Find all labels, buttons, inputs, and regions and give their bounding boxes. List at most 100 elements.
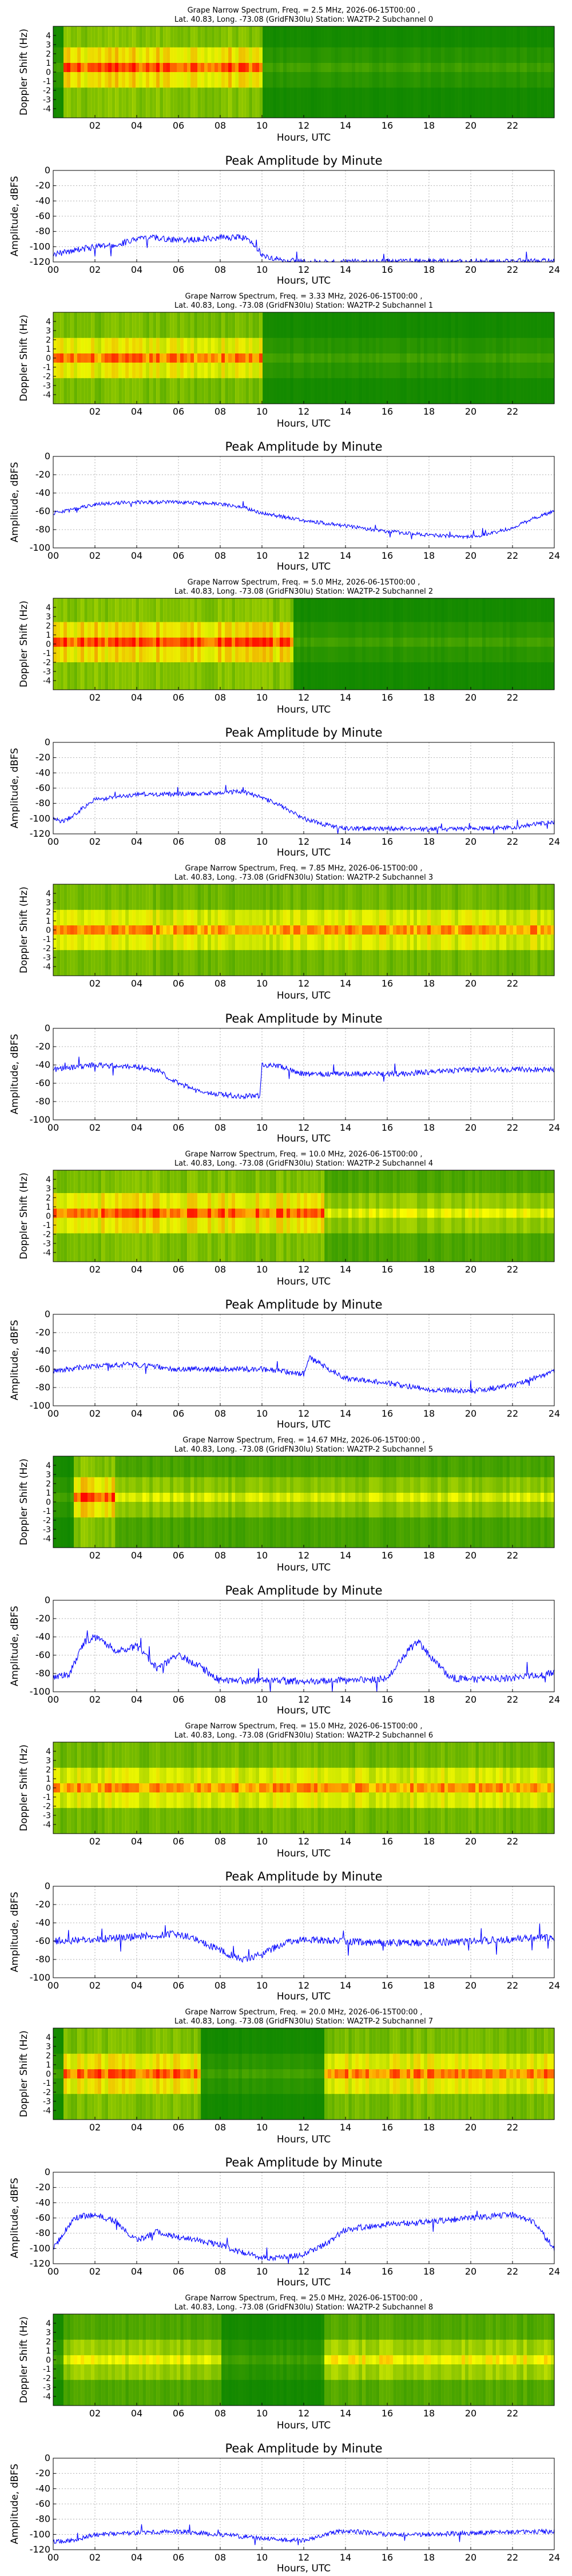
spectrogram-column-core (208, 2355, 212, 2364)
amplitude-ytick-label: -120 (30, 2258, 50, 2269)
spectrogram-column-core (403, 1209, 407, 1218)
spectrogram-column-core (170, 63, 174, 72)
spectrogram-column-core (221, 353, 225, 363)
spectrogram-column-core (132, 1493, 136, 1502)
spectrogram-column-core (410, 2069, 414, 2078)
spectrogram-column-core (510, 63, 514, 72)
spectrogram-column-core (383, 63, 387, 72)
amplitude-panel-2: Peak Amplitude by Minute0-20-40-60-80-10… (9, 726, 560, 858)
spectrogram-column-core (81, 63, 85, 72)
spectrogram-column-core (462, 925, 466, 935)
spectrogram-column-core (118, 925, 122, 935)
spectrogram-column-core (489, 1783, 493, 1792)
spectrogram-column-core (139, 1783, 143, 1792)
spectrogram-column-core (362, 1783, 366, 1792)
spectrogram-column-core (376, 637, 380, 647)
spectrogram-column-core (273, 2355, 277, 2364)
spectrogram-column-core (197, 1783, 201, 1792)
spectrogram-column-core (218, 1209, 222, 1218)
amplitude-xtick-label: 24 (549, 1980, 560, 1991)
spectrogram-column-core (462, 637, 466, 647)
spectrogram-column-core (173, 925, 177, 935)
spectrogram-column-core (249, 1783, 253, 1792)
amplitude-ytick-label: -80 (35, 1954, 50, 1965)
spectrogram-column-core (482, 63, 486, 72)
spectrogram-column-core (239, 1783, 243, 1792)
spectrogram-column-core (256, 925, 260, 935)
spectrogram-column-core (492, 1493, 496, 1502)
spectrogram-column-core (70, 637, 74, 647)
amplitude-xtick-label: 18 (423, 2552, 435, 2563)
spectrogram-column-core (57, 353, 61, 363)
spectrogram-column-core (431, 1783, 435, 1792)
spectrogram-column-core (259, 925, 263, 935)
spectrogram-column-core (77, 63, 81, 72)
spectrogram-column-core (403, 1493, 407, 1502)
spectrogram-column-core (410, 1209, 414, 1218)
amplitude-xtick-label: 06 (173, 550, 184, 561)
spectrogram-column-core (177, 63, 181, 72)
spectrogram-column-core (403, 2355, 407, 2364)
spectrogram-column-core (304, 353, 308, 363)
spectrogram-column-core (407, 637, 411, 647)
spectrogram-column-core (74, 1493, 78, 1502)
spectrogram-column-core (314, 1493, 318, 1502)
spectrogram-column-core (341, 2069, 345, 2078)
spectrogram-column-core (534, 925, 538, 935)
spectrogram-column-core (94, 2355, 98, 2364)
amplitude-xtick-label: 22 (507, 2552, 518, 2563)
spectrogram-column-core (142, 1493, 146, 1502)
spectrogram-column-core (81, 1493, 85, 1502)
amplitude-panel-5: Peak Amplitude by Minute0-20-40-60-80-10… (9, 1584, 560, 1716)
spectrogram-xtick-label: 04 (131, 2408, 142, 2419)
spectrogram-column-core (225, 925, 229, 935)
spectrogram-column-core (70, 63, 74, 72)
spectrogram-column-core (314, 2355, 318, 2364)
spectrogram-column-core (108, 925, 112, 935)
amplitude-title: Peak Amplitude by Minute (225, 1584, 383, 1597)
spectrogram-column-core (465, 353, 469, 363)
spectrogram-column-core (211, 1783, 215, 1792)
spectrogram-column-core (379, 63, 383, 72)
spectrogram-column-core (458, 353, 462, 363)
spectrogram-ytick-label: -4 (43, 105, 51, 114)
amplitude-xtick-label: 14 (340, 1980, 351, 1991)
spectrogram-ytick-label: 0 (46, 1498, 51, 1507)
spectrogram-column-core (242, 353, 246, 363)
spectrogram-column-core (475, 353, 479, 363)
spectrogram-column-core (506, 1209, 510, 1218)
spectrogram-column-core (328, 1493, 332, 1502)
spectrogram-column-core (201, 2069, 205, 2078)
spectrogram-column-core (448, 925, 452, 935)
spectrogram-column-core (211, 2355, 215, 2364)
spectrogram-column-core (112, 2355, 116, 2364)
amplitude-ytick-label: -60 (35, 2498, 50, 2509)
spectrogram-column-core (88, 1493, 92, 1502)
amplitude-ytick-label: -20 (35, 1899, 50, 1910)
spectrogram-column-core (441, 1493, 445, 1502)
spectrogram-column-core (547, 2069, 551, 2078)
spectrogram-column-core (486, 1493, 490, 1502)
spectrogram-column-core (544, 925, 548, 935)
spectrogram-column-core (112, 925, 116, 935)
spectrogram-column-core (455, 2069, 459, 2078)
spectrogram-column-core (314, 63, 318, 72)
spectrogram-column-core (300, 2355, 304, 2364)
amplitude-title: Peak Amplitude by Minute (225, 1870, 383, 1883)
spectrogram-column-core (98, 353, 102, 363)
spectrogram-column-core (197, 637, 201, 647)
spectrogram-column-core (307, 1783, 311, 1792)
spectrogram-column-core (194, 1493, 198, 1502)
spectrogram-column-core (541, 353, 545, 363)
spectrogram-column-core (136, 1783, 140, 1792)
amplitude-ytick-label: -40 (35, 2483, 50, 2494)
spectrogram-column-core (63, 2355, 67, 2364)
spectrogram-column-core (520, 1209, 524, 1218)
spectrogram-column-core (214, 353, 219, 363)
spectrogram-xtick-label: 12 (298, 2408, 309, 2419)
spectrogram-column-core (383, 1783, 387, 1792)
spectrogram-column-core (448, 1493, 452, 1502)
spectrogram-column-core (259, 1493, 263, 1502)
spectrogram-column-core (335, 1783, 339, 1792)
spectrogram-column-core (455, 2355, 459, 2364)
